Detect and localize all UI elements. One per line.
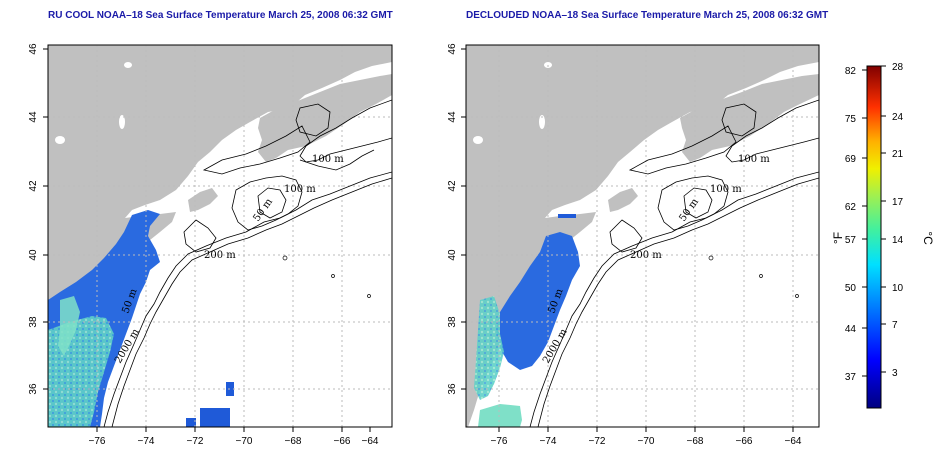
left-lat-tick: 42 xyxy=(28,180,39,192)
right-lon-tick: −72 xyxy=(589,436,606,447)
colorbar: 82 75 69 62 57 50 44 37 28 24 21 17 14 1… xyxy=(831,62,935,409)
right-lon-tick: −76 xyxy=(491,436,508,447)
left-lon-tick: −64 xyxy=(362,436,379,447)
right-lat-tick: 44 xyxy=(447,111,458,123)
left-land-mainland xyxy=(48,45,392,427)
left-lat-tick: 36 xyxy=(28,383,39,395)
colorbar-f-tick: 50 xyxy=(845,283,857,294)
right-contour-label: 200 m xyxy=(630,250,662,261)
left-land-novascotia xyxy=(258,74,392,162)
right-lat-tick: 36 xyxy=(447,383,458,395)
colorbar-celsius-label: °C xyxy=(921,231,935,245)
right-lon-tick: −66 xyxy=(736,436,753,447)
left-lat-tick: 44 xyxy=(28,111,39,123)
left-lon-tick: −68 xyxy=(285,436,302,447)
right-contour-label: 100 m xyxy=(738,154,770,165)
left-lake xyxy=(55,136,65,144)
left-lat-tick: 40 xyxy=(28,249,39,261)
right-panel-title: DECLOUDED NOAA–18 Sea Surface Temperatur… xyxy=(466,10,829,21)
colorbar-f-tick: 37 xyxy=(845,372,857,383)
right-lat-tick: 38 xyxy=(447,316,458,328)
left-sst-patch xyxy=(186,418,196,427)
right-lake xyxy=(473,136,483,144)
right-lat-tick: 40 xyxy=(447,249,458,261)
colorbar-c-tick: 3 xyxy=(892,368,898,379)
left-lake xyxy=(124,62,132,68)
right-lat-tick: 42 xyxy=(447,180,458,192)
left-lon-tick: −70 xyxy=(236,436,253,447)
colorbar-c-tick: 14 xyxy=(892,235,904,246)
right-lon-tick: −64 xyxy=(785,436,802,447)
right-contours xyxy=(529,99,819,427)
left-contour-label: 100 m xyxy=(312,154,344,165)
left-lon-tick: −74 xyxy=(138,436,155,447)
colorbar-c-tick: 21 xyxy=(892,149,904,160)
left-contour-label: 100 m xyxy=(284,184,316,195)
right-lon-tick: −74 xyxy=(540,436,557,447)
colorbar-c-tick: 17 xyxy=(892,197,904,208)
colorbar-f-tick: 69 xyxy=(845,154,857,165)
left-lon-tick: −76 xyxy=(89,436,106,447)
right-axis-ticks xyxy=(461,48,794,432)
right-map: 100 m 100 m 50 m 200 m 50 m 2000 m −76 −… xyxy=(447,43,820,447)
colorbar-c-tick: 10 xyxy=(892,283,904,294)
left-lon-tick: −66 xyxy=(334,436,351,447)
left-lat-tick: 46 xyxy=(28,43,39,55)
left-grid xyxy=(48,45,392,427)
right-land-novascotia xyxy=(680,74,819,162)
right-lon-tick: −70 xyxy=(638,436,655,447)
left-panel-title: RU COOL NOAA–18 Sea Surface Temperature … xyxy=(48,10,393,21)
left-map: 100 m 100 m 50 m 200 m 50 m 2000 m −76 − xyxy=(28,43,393,447)
left-sst-bay xyxy=(58,296,80,356)
right-land-mainland xyxy=(466,45,819,427)
left-axis-ticks xyxy=(43,48,371,432)
right-lake xyxy=(539,115,545,129)
colorbar-c-tick: 24 xyxy=(892,112,904,123)
right-contour-label: 100 m xyxy=(710,184,742,195)
colorbar-f-tick: 44 xyxy=(845,324,857,335)
right-sst-bottom xyxy=(478,404,522,427)
right-sst-patch xyxy=(558,214,576,218)
right-sst-field xyxy=(496,232,580,370)
colorbar-fahrenheit-label: °F xyxy=(831,232,845,244)
left-lake xyxy=(119,115,125,129)
left-contours xyxy=(103,99,392,427)
colorbar-f-tick: 75 xyxy=(845,114,857,125)
colorbar-f-tick: 62 xyxy=(845,202,857,213)
right-land-capecod xyxy=(608,188,638,212)
right-frame xyxy=(465,44,820,428)
colorbar-f-tick: 82 xyxy=(845,66,857,77)
left-contour-label: 200 m xyxy=(204,250,236,261)
right-lat-tick: 46 xyxy=(447,43,458,55)
left-lon-tick: −72 xyxy=(187,436,204,447)
left-frame xyxy=(47,44,393,428)
colorbar-gradient xyxy=(866,65,882,409)
right-grid xyxy=(466,45,819,427)
colorbar-c-tick: 28 xyxy=(892,62,904,73)
colorbar-f-tick: 57 xyxy=(845,235,857,246)
right-lon-tick: −68 xyxy=(687,436,704,447)
colorbar-c-tick: 7 xyxy=(892,320,898,331)
left-lat-tick: 38 xyxy=(28,316,39,328)
left-sst-patch xyxy=(200,408,230,427)
